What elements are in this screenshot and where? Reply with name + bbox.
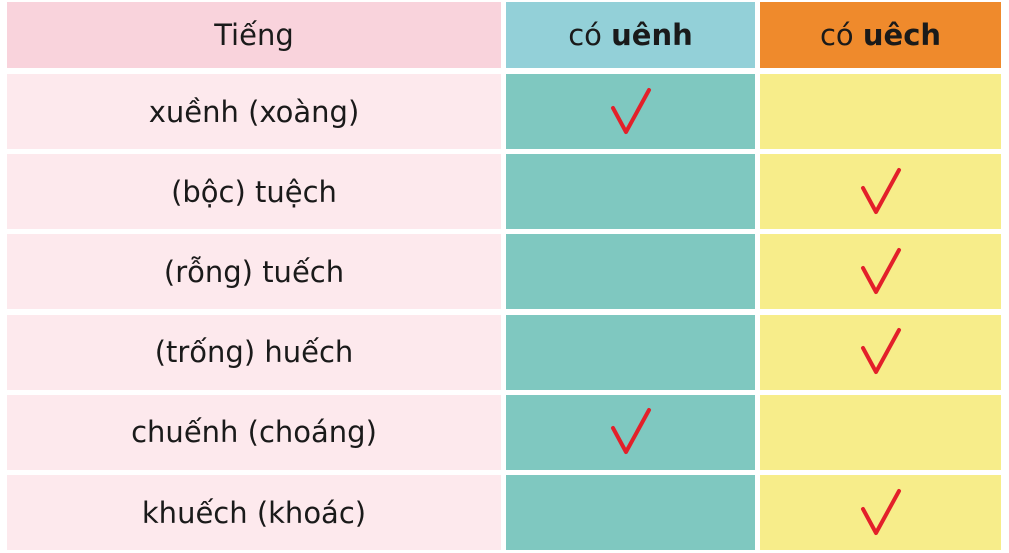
word-text: chuếnh (choáng)	[131, 415, 377, 450]
check-mark	[860, 167, 901, 214]
uenh-cell	[506, 234, 755, 310]
word-text: (trống) huếch	[154, 335, 354, 370]
uech-cell	[760, 314, 1001, 390]
check-mark	[610, 408, 651, 455]
header-text: có	[568, 18, 602, 52]
uenh-cell	[506, 475, 755, 550]
uech-cell	[760, 475, 1001, 550]
check-stroke	[860, 167, 901, 214]
word-cell: xuềnh (xoàng)	[7, 74, 501, 149]
uenh-cell	[506, 394, 755, 470]
check-stroke	[860, 247, 901, 294]
word-text: (bộc) tuệch	[171, 174, 337, 209]
header-text: Tiếng	[214, 18, 294, 52]
check-stroke	[610, 408, 651, 455]
check-mark	[610, 87, 651, 134]
header-cell: Tiếng	[7, 2, 501, 68]
header-cell: có uêch	[760, 2, 1001, 68]
uech-cell	[760, 234, 1001, 310]
check-stroke	[610, 87, 651, 134]
header-text: có	[819, 18, 854, 52]
uenh-cell	[506, 314, 755, 390]
word-cell: (rỗng) tuếch	[7, 234, 501, 310]
word-cell: khuếch (khoác)	[7, 475, 501, 550]
uech-cell	[760, 74, 1001, 149]
word-text: xuềnh (xoàng)	[148, 94, 360, 129]
word-cell: (trống) huếch	[7, 314, 501, 390]
word-cell: (bộc) tuệch	[7, 154, 501, 230]
check-stroke	[860, 328, 901, 375]
check-mark	[860, 247, 901, 294]
header-bold: uêch	[862, 18, 942, 52]
header-cell: có uênh	[506, 2, 755, 68]
check-mark	[860, 488, 901, 535]
check-stroke	[860, 488, 901, 535]
word-cell: chuếnh (choáng)	[7, 394, 501, 470]
word-text: (rỗng) tuếch	[163, 254, 345, 289]
check-mark	[860, 328, 901, 375]
word-text: khuếch (khoác)	[141, 495, 367, 530]
uech-cell	[760, 394, 1001, 470]
uech-cell	[760, 154, 1001, 230]
uenh-cell	[506, 74, 755, 149]
uenh-cell	[506, 154, 755, 230]
header-bold: uênh	[611, 18, 693, 52]
